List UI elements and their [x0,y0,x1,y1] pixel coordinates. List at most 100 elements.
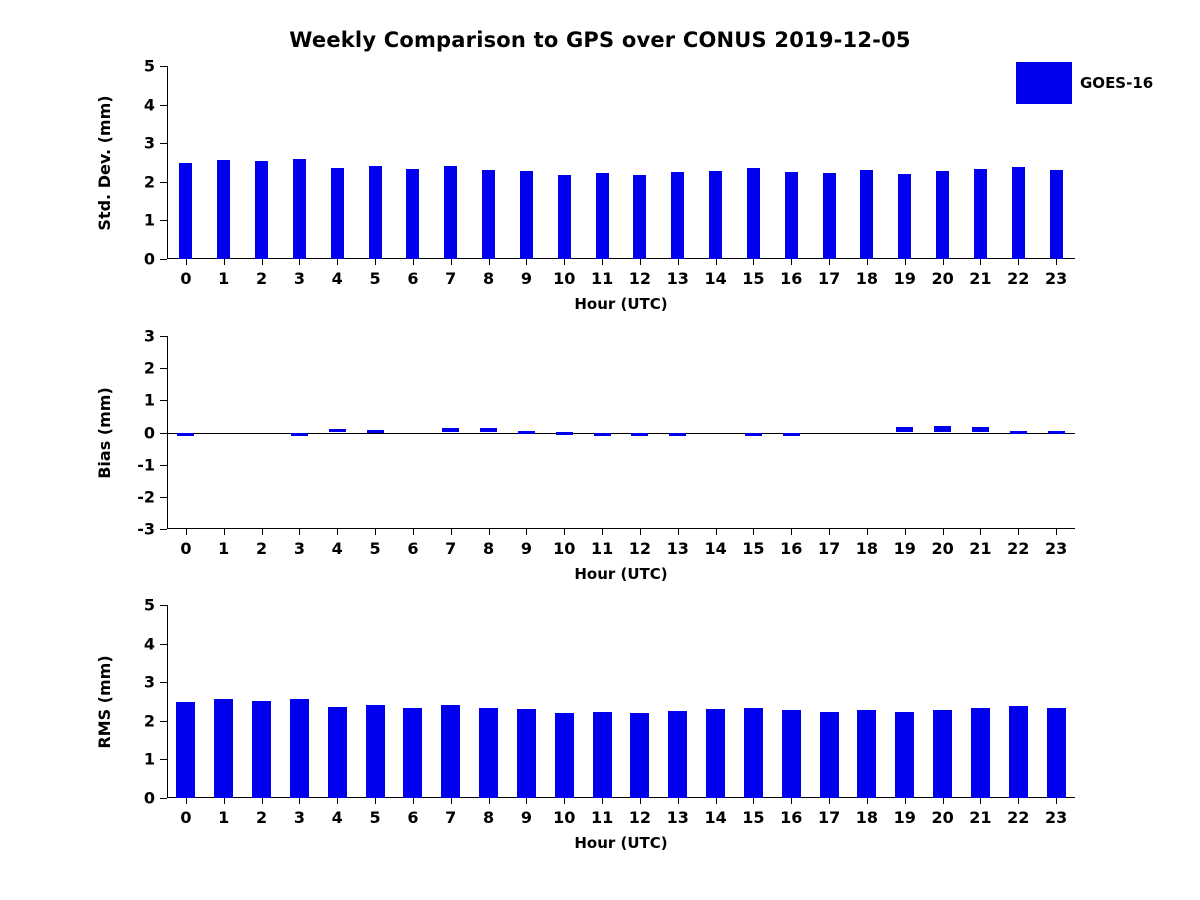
bar [292,159,306,259]
legend-swatch-goes-16 [1016,62,1072,104]
bar [746,168,760,259]
x-tick-label-std-dev-16: 16 [780,269,803,288]
x-tick-label-std-dev-13: 13 [666,269,689,288]
bar [592,711,612,798]
y-tick-std-dev-4 [160,104,167,106]
x-tick-bias-2 [261,529,263,535]
x-tick-label-rms-12: 12 [628,808,652,827]
x-tick-label-bias-14: 14 [704,539,727,558]
x-tick-rms-2 [261,798,263,804]
bar [971,427,989,433]
x-tick-label-rms-0: 0 [180,808,192,827]
x-tick-label-std-dev-9: 9 [520,269,532,288]
x-tick-label-std-dev-5: 5 [369,269,381,288]
x-tick-label-std-dev-6: 6 [407,269,419,288]
bar [442,427,460,433]
x-tick-bias-12 [639,529,641,535]
x-tick-rms-22 [1018,798,1020,804]
y-tick-label-std-dev-0: 0 [143,249,155,269]
x-tick-label-std-dev-8: 8 [483,269,495,288]
x-tick-label-std-dev-15: 15 [742,269,765,288]
bar [781,709,801,798]
bar [860,170,874,259]
chart-legend: GOES-16 [1016,62,1153,104]
x-tick-label-rms-16: 16 [780,808,803,827]
x-tick-std-dev-13 [677,259,679,265]
x-tick-std-dev-23 [1056,259,1058,265]
y-tick-label-bias-4: 1 [143,390,155,410]
bar [934,425,952,433]
bar [857,709,877,798]
x-tick-rms-7 [450,798,452,804]
y-tick-bias-0 [160,529,167,530]
x-tick-label-bias-11: 11 [590,539,614,558]
x-tick-std-dev-5 [375,259,377,265]
bar [936,171,950,259]
y-tick-label-bias-0: -3 [137,519,155,539]
x-tick-label-bias-1: 1 [218,539,230,558]
bar [328,428,346,433]
x-tick-bias-22 [1018,529,1020,535]
x-tick-label-rms-13: 13 [666,808,689,827]
x-tick-label-std-dev-23: 23 [1044,269,1068,288]
x-tick-label-std-dev-12: 12 [628,269,652,288]
y-tick-rms-0 [160,798,167,799]
x-tick-std-dev-14 [715,259,717,265]
bar [784,172,798,259]
x-tick-std-dev-10 [564,259,566,265]
x-tick-bias-0 [185,529,187,535]
bar [406,168,420,259]
bar [482,169,496,259]
bar [214,698,234,798]
x-axis-title-std-dev: Hour (UTC) [574,295,668,313]
x-tick-label-std-dev-14: 14 [704,269,727,288]
x-tick-rms-1 [223,798,225,804]
x-tick-label-rms-14: 14 [704,808,727,827]
y-axis-line-rms [167,605,168,798]
x-tick-label-bias-6: 6 [407,539,419,558]
x-tick-bias-19 [904,529,906,535]
y-tick-label-bias-1: -2 [137,487,155,507]
x-tick-label-bias-23: 23 [1044,539,1068,558]
legend-label-goes-16: GOES-16 [1080,74,1154,92]
bar [480,428,498,433]
x-tick-label-bias-0: 0 [180,539,192,558]
x-tick-std-dev-3 [299,259,301,265]
x-tick-bias-11 [602,529,604,535]
x-axis-line-std-dev [167,258,1075,259]
y-axis-line-std-dev [167,66,168,259]
x-tick-label-std-dev-7: 7 [445,269,457,288]
x-tick-label-rms-21: 21 [969,808,992,827]
bar [1009,431,1027,435]
y-tick-label-rms-5: 5 [143,595,155,615]
bar [289,698,309,798]
y-tick-label-std-dev-4: 4 [143,95,155,115]
x-tick-rms-4 [337,798,339,804]
bar [668,710,688,798]
x-axis-title-rms: Hour (UTC) [574,834,668,852]
x-tick-rms-6 [412,798,414,804]
bar [176,701,196,798]
x-tick-std-dev-15 [753,259,755,265]
x-tick-std-dev-4 [337,259,339,265]
x-tick-bias-13 [677,529,679,535]
x-tick-std-dev-2 [261,259,263,265]
x-tick-bias-1 [223,529,225,535]
x-tick-label-rms-5: 5 [369,808,381,827]
x-tick-label-rms-22: 22 [1007,808,1030,827]
x-tick-label-std-dev-2: 2 [256,269,268,288]
y-tick-bias-2 [160,464,167,466]
bar [895,711,915,798]
x-tick-label-bias-9: 9 [520,539,532,558]
bar [557,174,571,259]
x-tick-rms-18 [866,798,868,804]
x-axis-line-bias [167,528,1075,529]
x-tick-rms-9 [526,798,528,804]
x-tick-rms-15 [753,798,755,804]
bar [782,432,800,436]
x-tick-label-rms-7: 7 [445,808,457,827]
y-tick-label-bias-5: 2 [143,358,155,378]
x-tick-label-std-dev-0: 0 [180,269,192,288]
bar [896,426,914,433]
y-tick-label-bias-6: 3 [143,326,155,346]
